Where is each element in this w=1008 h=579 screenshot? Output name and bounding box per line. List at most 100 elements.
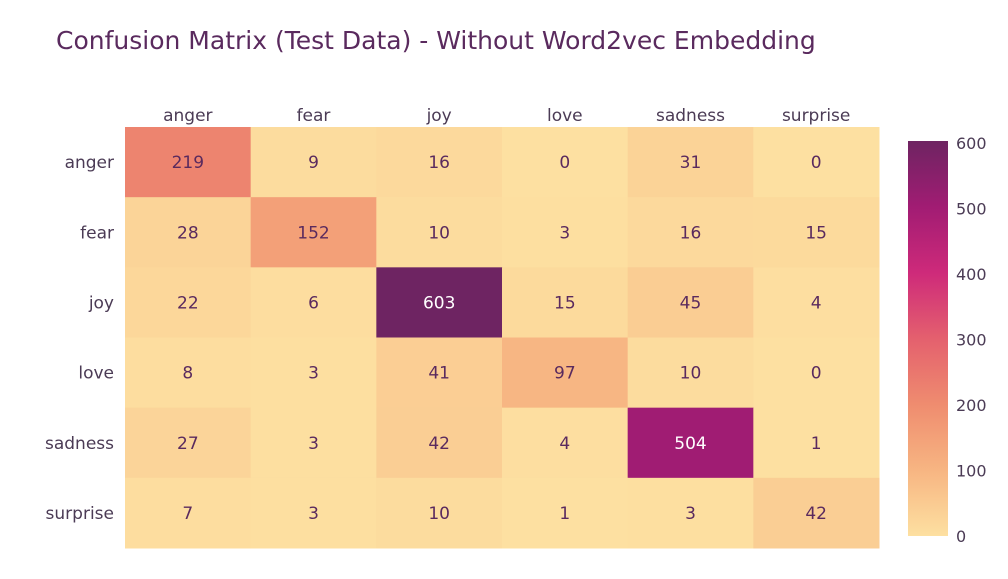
cell-value-label: 45 xyxy=(680,293,702,313)
cell-value-label: 603 xyxy=(423,293,455,313)
heatmap-cell xyxy=(502,267,629,338)
y-tick-label: joy xyxy=(88,293,114,313)
heatmap-cell xyxy=(250,267,377,338)
heatmap-cell xyxy=(125,337,252,409)
heatmap-cell xyxy=(627,337,754,409)
cell-value-label: 3 xyxy=(308,504,319,524)
y-tick-label: surprise xyxy=(46,504,114,524)
colorbar-tick-label: 300 xyxy=(956,330,987,349)
heatmap-cell xyxy=(376,197,503,268)
cell-value-label: 16 xyxy=(680,223,702,243)
cell-value-label: 504 xyxy=(674,434,706,454)
heatmap-cell xyxy=(627,407,754,479)
x-tick-label: fear xyxy=(297,106,331,126)
colorbar-tick-label: 100 xyxy=(956,461,987,480)
heatmap-cell xyxy=(376,477,503,549)
y-tick-label: anger xyxy=(65,153,114,173)
x-tick-label: sadness xyxy=(656,106,725,126)
cell-value-label: 15 xyxy=(805,223,827,243)
y-tick-label: sadness xyxy=(45,434,114,454)
heatmap-cell xyxy=(250,407,377,479)
cell-value-label: 10 xyxy=(428,504,450,524)
heatmap-cell xyxy=(376,407,503,479)
cell-value-label: 3 xyxy=(308,364,319,384)
heatmap-cell xyxy=(753,267,880,338)
heatmap-cell xyxy=(125,407,252,479)
heatmap-cell xyxy=(753,407,880,479)
heatmap-cell xyxy=(250,197,377,268)
cell-value-label: 1 xyxy=(559,504,570,524)
y-axis-labels: anger fear joy love sadness surprise xyxy=(45,153,114,524)
cell-value-label: 28 xyxy=(177,223,199,243)
heatmap-cell xyxy=(627,267,754,338)
heatmap-cell xyxy=(502,407,629,479)
cell-value-label: 42 xyxy=(805,504,827,524)
cell-value-label: 10 xyxy=(428,223,450,243)
cell-value-label: 0 xyxy=(811,364,822,384)
cell-value-label: 31 xyxy=(680,153,702,173)
colorbar-tick-label: 200 xyxy=(956,396,987,415)
cell-value-label: 1 xyxy=(811,434,822,454)
heatmap-cell xyxy=(627,127,754,198)
heatmap-cell xyxy=(627,477,754,549)
y-tick-label: fear xyxy=(80,223,114,243)
heatmap-cell xyxy=(753,127,880,198)
colorbar: 0 100 200 300 400 500 600 xyxy=(908,134,987,546)
heatmap-cell xyxy=(502,477,629,549)
y-tick-label: love xyxy=(78,364,114,384)
heatmap-cell xyxy=(753,197,880,268)
heatmap-cell xyxy=(376,127,503,198)
heatmap-cell xyxy=(125,197,252,268)
cell-value-label: 7 xyxy=(182,504,193,524)
x-tick-label: anger xyxy=(163,106,212,126)
heatmap-cell xyxy=(753,337,880,409)
heatmap-cell xyxy=(376,337,503,409)
cell-value-label: 219 xyxy=(172,153,204,173)
heatmap-cell xyxy=(250,127,377,198)
cell-value-label: 15 xyxy=(554,293,576,313)
colorbar-tick-label: 400 xyxy=(956,265,987,284)
heatmap-cell xyxy=(627,197,754,268)
cell-value-label: 4 xyxy=(559,434,570,454)
cell-value-label: 41 xyxy=(428,364,450,384)
cell-value-label: 10 xyxy=(680,364,702,384)
cell-value-label: 3 xyxy=(685,504,696,524)
cell-value-label: 0 xyxy=(559,153,570,173)
heatmap-cell xyxy=(502,197,629,268)
x-tick-label: joy xyxy=(426,106,452,126)
cell-value-label: 152 xyxy=(297,223,329,243)
colorbar-tick-label: 0 xyxy=(956,527,966,546)
x-tick-label: love xyxy=(547,106,583,126)
cell-value-label: 16 xyxy=(428,153,450,173)
colorbar-tick-label: 500 xyxy=(956,199,987,218)
cell-value-label: 27 xyxy=(177,434,199,454)
cell-value-label: 8 xyxy=(182,364,193,384)
chart-title: Confusion Matrix (Test Data) - Without W… xyxy=(56,26,816,55)
heatmap-cell xyxy=(250,477,377,549)
colorbar-gradient xyxy=(908,141,948,536)
cell-value-label: 22 xyxy=(177,293,199,313)
cell-value-label: 97 xyxy=(554,364,576,384)
x-axis-labels: anger fear joy love sadness surprise xyxy=(163,106,850,126)
colorbar-ticks: 0 100 200 300 400 500 600 xyxy=(956,134,987,546)
cell-value-label: 4 xyxy=(811,293,822,313)
heatmap-cell xyxy=(753,477,880,549)
cell-value-label: 3 xyxy=(308,434,319,454)
cell-value-label: 3 xyxy=(559,223,570,243)
heatmap-cell xyxy=(502,127,629,198)
heatmap-cell xyxy=(125,127,252,198)
cell-value-label: 9 xyxy=(308,153,319,173)
heatmap-cell xyxy=(502,337,629,409)
heatmap-cell xyxy=(250,337,377,409)
cell-value-label: 6 xyxy=(308,293,319,313)
cell-value-label: 0 xyxy=(811,153,822,173)
cell-value-label: 42 xyxy=(428,434,450,454)
x-tick-label: surprise xyxy=(782,106,850,126)
heatmap-cell xyxy=(125,267,252,338)
colorbar-tick-label: 600 xyxy=(956,134,987,153)
heatmap-cell xyxy=(376,267,503,338)
heatmap-cell xyxy=(125,477,252,549)
